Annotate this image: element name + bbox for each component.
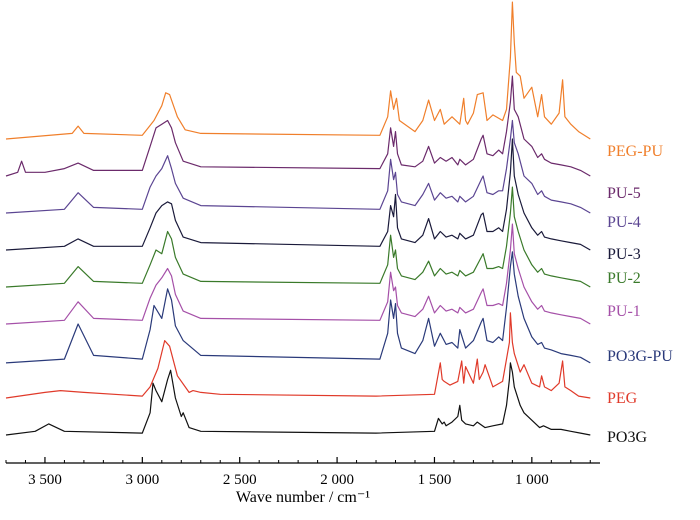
series-line-pu-1: [5, 223, 591, 325]
series-labels: PEG-PU PU-5 PU-4 PU-3 PU-2 PU-1 PO3G-PU PEG PO3G: [607, 143, 673, 446]
series-line-peg-pu: [5, 1, 591, 140]
series-label-po3g: PO3G: [607, 429, 647, 446]
series-line-po3g: [5, 362, 591, 436]
x-tick-label: 2 500: [223, 472, 257, 488]
series-label-po3g-pu: PO3G-PU: [607, 348, 673, 365]
x-tick-label: 3 000: [125, 472, 159, 488]
series-label-pu-4: PU-4: [607, 214, 641, 231]
x-tick-label: 1 000: [515, 472, 549, 488]
series-label-pu-2: PU-2: [607, 270, 641, 287]
series-line-pu-3: [5, 138, 591, 251]
x-tick-label: 2 000: [320, 472, 354, 488]
x-tick-label: 3 500: [28, 472, 62, 488]
x-axis: 3 500 3 000 2 500 2 000 1 500 1 000: [5, 457, 600, 488]
series-line-pu-5: [5, 75, 591, 177]
series-line-pu-4: [5, 119, 591, 214]
x-axis-title: Wave number / cm⁻¹: [236, 489, 370, 506]
series-layer: [5, 1, 591, 436]
x-tick-label: 1 500: [418, 472, 452, 488]
series-line-peg: [5, 312, 591, 399]
series-label-peg-pu: PEG-PU: [607, 143, 663, 160]
series-label-pu-3: PU-3: [607, 246, 641, 263]
series-label-peg: PEG: [607, 390, 638, 407]
series-label-pu-5: PU-5: [607, 185, 641, 202]
series-label-pu-1: PU-1: [607, 303, 641, 320]
series-line-po3g-pu: [5, 251, 591, 364]
series-line-pu-2: [5, 186, 591, 288]
